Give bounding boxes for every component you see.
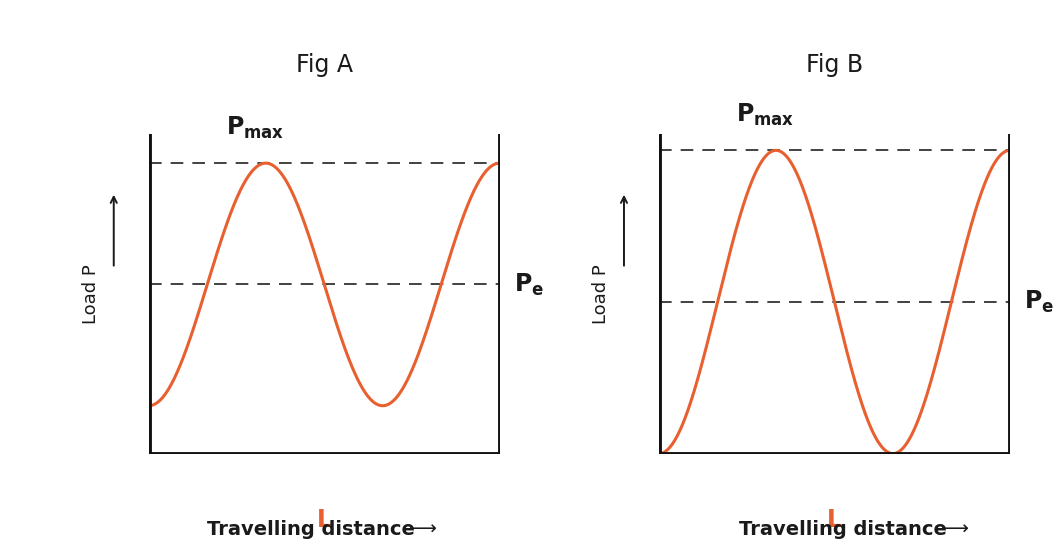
Text: $\mathbf{P_{max}}$: $\mathbf{P_{max}}$	[737, 102, 794, 128]
Text: $\mathbf{P_e}$: $\mathbf{P_e}$	[1024, 289, 1053, 315]
Text: $\mathbf{P_{max}}$: $\mathbf{P_{max}}$	[226, 115, 284, 141]
Text: Fig B: Fig B	[806, 53, 863, 77]
Text: ⟶: ⟶	[941, 520, 968, 539]
Text: ⟶: ⟶	[409, 520, 437, 539]
Text: Load P: Load P	[592, 264, 610, 324]
Text: Fig A: Fig A	[296, 53, 353, 77]
Text: Travelling distance: Travelling distance	[739, 520, 947, 539]
Text: L: L	[827, 508, 842, 532]
Text: Travelling distance: Travelling distance	[207, 520, 416, 539]
Text: $\mathbf{P_e}$: $\mathbf{P_e}$	[513, 272, 543, 297]
Text: L: L	[317, 508, 332, 532]
Text: Load P: Load P	[82, 264, 100, 324]
